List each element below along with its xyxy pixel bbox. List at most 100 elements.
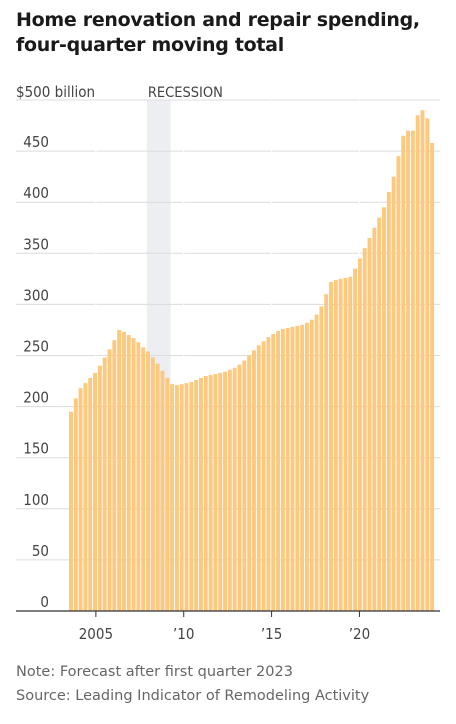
bar (425, 118, 430, 612)
bar (73, 398, 78, 611)
bar (333, 279, 338, 611)
bar (309, 319, 314, 611)
bar (203, 375, 208, 611)
bar (227, 369, 232, 611)
bar (401, 135, 406, 611)
bar (136, 342, 141, 611)
bar (131, 338, 136, 611)
bar (353, 268, 358, 611)
bar (276, 330, 280, 611)
bar (97, 365, 102, 611)
bar (208, 374, 213, 611)
bar (83, 383, 88, 611)
x-axis: 2005 ’10 ’15 ’20 (16, 610, 440, 643)
bar (372, 227, 377, 611)
bar (242, 360, 247, 611)
bar (415, 115, 420, 611)
bar (252, 350, 256, 611)
bar (348, 276, 353, 611)
bar (121, 331, 126, 611)
chart-title: Home renovation and repair spending, fou… (16, 9, 420, 56)
bar (174, 385, 179, 611)
bar (165, 377, 170, 611)
bar (256, 345, 261, 611)
bar (285, 327, 290, 611)
bar (237, 364, 242, 611)
bar (184, 383, 189, 611)
recession-label: RECESSION (148, 85, 223, 101)
bar (271, 334, 276, 611)
note-text: Note: Forecast after first quarter 2023 (16, 664, 293, 680)
y-tick-label: 300 (23, 286, 49, 304)
bar (78, 388, 83, 611)
bar (362, 248, 367, 611)
bar (189, 382, 194, 611)
bar (367, 237, 372, 611)
bar (300, 324, 305, 611)
y-tick-label: 100 (23, 491, 49, 509)
bar (69, 411, 73, 611)
bar (290, 326, 295, 611)
bar (199, 377, 203, 611)
bar (377, 217, 382, 611)
bar (213, 373, 218, 611)
bar (170, 384, 175, 611)
bar (391, 176, 396, 611)
bar (126, 335, 131, 611)
bar (319, 306, 324, 611)
y-tick-label: 0 (40, 593, 49, 611)
bar (232, 367, 237, 611)
source-text: Source: Leading Indicator of Remodeling … (16, 688, 370, 704)
bar (357, 258, 362, 611)
bar (280, 328, 285, 611)
bar (223, 371, 228, 611)
y-tick-label: 350 (23, 235, 49, 253)
y-tick-label: 450 (23, 133, 49, 151)
bar (146, 351, 150, 611)
bar (396, 156, 401, 611)
y-tick-label: 250 (23, 338, 49, 356)
bar (343, 277, 348, 611)
bar (386, 191, 391, 612)
bar (155, 363, 160, 611)
bar (218, 372, 223, 611)
bar (266, 337, 271, 611)
bar (194, 380, 199, 611)
bar (329, 281, 333, 611)
y-tick-label: 400 (23, 184, 49, 202)
x-tick-label: ’10 (173, 625, 194, 643)
bar (160, 370, 165, 611)
bar (102, 357, 107, 611)
bar (150, 357, 155, 611)
y-tick-labels: 0 50 100 150 200 250 300 350 400 450 $500 billion (16, 83, 95, 611)
x-tick-label: ’20 (349, 625, 370, 643)
y-tick-label: 150 (23, 440, 49, 458)
x-tick-label: 2005 (79, 625, 113, 643)
footnotes: Note: Forecast after first quarter 2023 … (16, 660, 369, 708)
bar (141, 347, 146, 611)
bar (295, 325, 300, 611)
bar (107, 349, 112, 611)
bar (112, 340, 117, 611)
bar (304, 322, 309, 611)
y-tick-label: 50 (32, 542, 49, 560)
bars (69, 110, 435, 612)
y-tick-label: 200 (23, 389, 49, 407)
bar (382, 207, 386, 611)
bar (179, 384, 184, 611)
bar (324, 294, 329, 611)
bar (314, 314, 319, 611)
bar (117, 329, 122, 611)
bar (338, 278, 343, 611)
bar (406, 130, 411, 611)
y-unit-label: $500 billion (16, 83, 95, 101)
bar (430, 142, 435, 612)
bar (93, 372, 97, 611)
bar (88, 377, 93, 611)
x-tick-label: ’15 (261, 625, 282, 643)
bar (420, 110, 425, 611)
bar (247, 355, 252, 611)
bar (410, 130, 415, 611)
bar (261, 341, 266, 611)
